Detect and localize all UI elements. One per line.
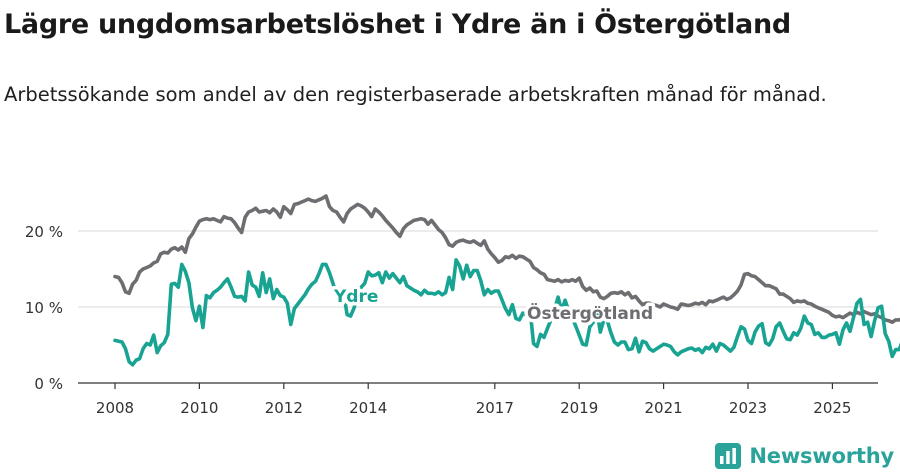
brand: Newsworthy [715,441,894,471]
brand-name: Newsworthy [749,444,894,468]
chart-title: Lägre ungdomsarbetslöshet i Ydre än i Ös… [4,9,791,40]
x-tick-label: 2012 [265,399,303,417]
y-tick-label: 10 % [25,299,63,317]
series-line-ostergotland [113,194,900,324]
x-tick-label: 2008 [96,399,134,417]
chart-subtitle: Arbetssökande som andel av den registerb… [4,83,827,106]
series-label-ydre: Ydre [333,287,378,307]
series-label-ostergotland: Östergötland [527,302,653,324]
x-tick-label: 2025 [813,399,851,417]
series-label-ydre-halo: Ydre [333,287,378,307]
x-tick-label: 2021 [645,399,683,417]
x-tick-label: 2023 [729,399,767,417]
x-tick-label: 2019 [560,399,598,417]
x-tick-label: 2014 [349,399,387,417]
newsworthy-logo-icon [715,443,742,469]
x-tick-label: 2017 [476,399,514,417]
y-tick-label: 0 % [34,375,63,393]
series-line-ydre [113,258,900,367]
series-label-ostergotland-halo: Östergötland [527,302,653,324]
x-tick-label: 2010 [180,399,218,417]
line-chart: 0 % 10 % 20 % 2008 2010 2012 2014 2017 2019 2021 2… [25,194,900,417]
y-tick-label: 20 % [25,223,63,241]
